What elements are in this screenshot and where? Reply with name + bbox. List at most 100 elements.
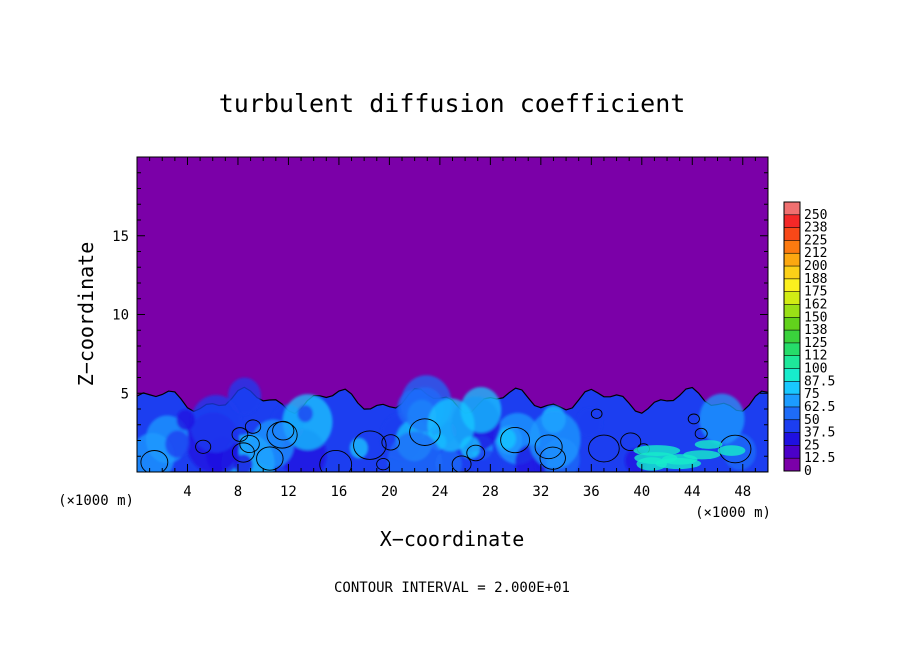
colorbar-swatch bbox=[784, 240, 800, 254]
colorbar-label: 162 bbox=[804, 297, 827, 312]
x-tick-label: 4 bbox=[183, 484, 191, 500]
y-tick-label: 10 bbox=[112, 308, 129, 324]
colorbar-swatch bbox=[784, 432, 800, 446]
eddy-contour bbox=[451, 455, 472, 472]
colorbar-label: 112 bbox=[804, 349, 827, 364]
colorbar-swatch bbox=[784, 458, 800, 471]
colorbar-swatch bbox=[784, 419, 800, 433]
colorbar-swatch bbox=[784, 278, 800, 292]
eddy-contour bbox=[539, 446, 566, 470]
eddy-contour bbox=[620, 432, 642, 452]
eddy bbox=[190, 394, 242, 453]
eddy-contour bbox=[231, 427, 249, 442]
x-tick-label: 12 bbox=[280, 484, 297, 500]
eddy-contour bbox=[353, 430, 387, 460]
colorbar-label: 212 bbox=[804, 246, 827, 261]
x-tick-label: 48 bbox=[734, 484, 751, 500]
colorbar-label: 250 bbox=[804, 208, 827, 223]
eddy-contour bbox=[381, 434, 400, 451]
eddy bbox=[349, 437, 369, 459]
eddy-contour bbox=[256, 446, 284, 471]
eddy-contour bbox=[319, 450, 353, 472]
colorbar-label: 188 bbox=[804, 272, 827, 287]
eddy bbox=[176, 409, 195, 431]
colorbar-label: 0 bbox=[804, 464, 812, 479]
eddy bbox=[528, 410, 581, 469]
eddy-contour bbox=[466, 444, 486, 462]
colorbar-swatch bbox=[784, 355, 800, 369]
colorbar-label: 175 bbox=[804, 285, 827, 300]
colorbar-swatch bbox=[784, 214, 800, 228]
x-tick-label: 16 bbox=[330, 484, 347, 500]
colorbar-swatch bbox=[784, 330, 800, 343]
colorbar-swatch bbox=[784, 266, 800, 279]
colorbar-label: 150 bbox=[804, 310, 827, 325]
colorbar-swatch bbox=[784, 227, 800, 241]
eddy bbox=[699, 393, 745, 445]
eddy bbox=[472, 449, 502, 472]
eddy-contour bbox=[694, 427, 708, 440]
eddy bbox=[497, 428, 516, 450]
eddy bbox=[435, 449, 462, 472]
eddy bbox=[251, 419, 295, 468]
colorbar-label: 125 bbox=[804, 336, 827, 351]
x-tick-label: 8 bbox=[234, 484, 242, 500]
colorbar-swatch bbox=[784, 342, 800, 356]
colorbar-swatch bbox=[784, 253, 800, 267]
colorbar-swatch bbox=[784, 445, 800, 459]
x-tick-label: 28 bbox=[482, 484, 499, 500]
y-axis-label: Z−coordinate bbox=[74, 242, 98, 387]
colorbar-label: 100 bbox=[804, 362, 827, 377]
eddy-contour bbox=[239, 435, 260, 454]
eddy bbox=[297, 404, 314, 423]
y-tick-label: 15 bbox=[112, 229, 129, 245]
eddy-contour bbox=[409, 418, 441, 446]
eddy bbox=[137, 432, 175, 472]
colorbar-label: 12.5 bbox=[804, 451, 835, 466]
eddy-contour bbox=[266, 421, 298, 449]
colorbar-swatch bbox=[784, 317, 800, 331]
eddy-contour bbox=[534, 434, 563, 460]
eddy-contour bbox=[195, 439, 212, 454]
colorbar-label: 225 bbox=[804, 233, 827, 248]
eddy bbox=[227, 377, 262, 415]
colorbar-label: 25 bbox=[804, 438, 820, 453]
eddy bbox=[282, 394, 333, 451]
x-axis-unit: (×1000 m) bbox=[695, 505, 771, 521]
eddy bbox=[460, 386, 502, 433]
y-tick-label: 5 bbox=[121, 386, 129, 402]
colorbar-label: 200 bbox=[804, 259, 827, 274]
x-tick-label: 44 bbox=[684, 484, 701, 500]
eddy-contour bbox=[590, 408, 603, 419]
colorbar-swatch bbox=[784, 368, 800, 382]
eddy bbox=[576, 407, 603, 438]
colorbar-label: 138 bbox=[804, 323, 827, 338]
colorbar-swatch bbox=[784, 202, 800, 215]
eddy-contour bbox=[500, 426, 531, 454]
x-tick-label: 36 bbox=[583, 484, 600, 500]
colorbar-swatch bbox=[784, 406, 800, 420]
colorbar-swatch bbox=[784, 304, 800, 318]
colorbar-label: 75 bbox=[804, 387, 820, 402]
eddy-contour bbox=[140, 450, 169, 472]
x-axis-label: X−coordinate bbox=[380, 527, 525, 551]
x-tick-label: 20 bbox=[381, 484, 398, 500]
eddy-contour bbox=[244, 419, 262, 434]
high-value-patch bbox=[683, 450, 721, 460]
eddy-field bbox=[137, 375, 757, 472]
colorbar-label: 238 bbox=[804, 221, 827, 236]
eddy bbox=[387, 431, 443, 472]
high-value-patch bbox=[717, 445, 746, 456]
colorbar-swatch bbox=[784, 381, 800, 395]
colorbar-label: 50 bbox=[804, 413, 820, 428]
colorbar-label: 62.5 bbox=[804, 400, 835, 415]
colorbar-swatch bbox=[784, 394, 800, 407]
eddy-contour bbox=[588, 434, 620, 463]
eddy bbox=[165, 430, 190, 458]
x-tick-label: 40 bbox=[633, 484, 650, 500]
colorbar: 012.52537.55062.57587.510011212513815016… bbox=[783, 201, 835, 479]
eddy bbox=[234, 454, 253, 472]
high-value-patch bbox=[636, 457, 667, 471]
chart-title: turbulent diffusion coefficient bbox=[219, 89, 686, 118]
